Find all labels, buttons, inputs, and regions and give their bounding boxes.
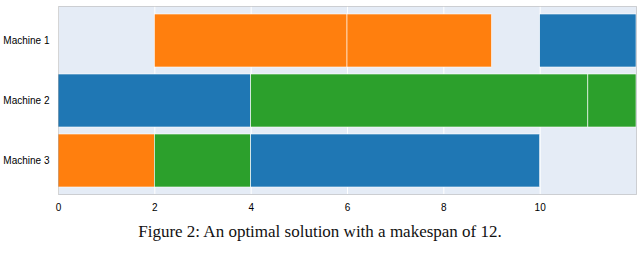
svg-text:Machine 1: Machine 1 [3,35,50,46]
svg-text:8: 8 [441,202,447,213]
svg-text:6: 6 [345,202,351,213]
svg-text:4: 4 [248,202,254,213]
svg-text:0: 0 [56,202,62,213]
svg-text:10: 10 [535,202,547,213]
html-text:Figure 2: An optimal solution: Figure 2: An optimal solution with a mak… [138,222,502,241]
svg-text:2: 2 [152,202,158,213]
svg-text:Machine 2: Machine 2 [3,95,50,106]
svg-text:Machine 3: Machine 3 [3,155,50,166]
